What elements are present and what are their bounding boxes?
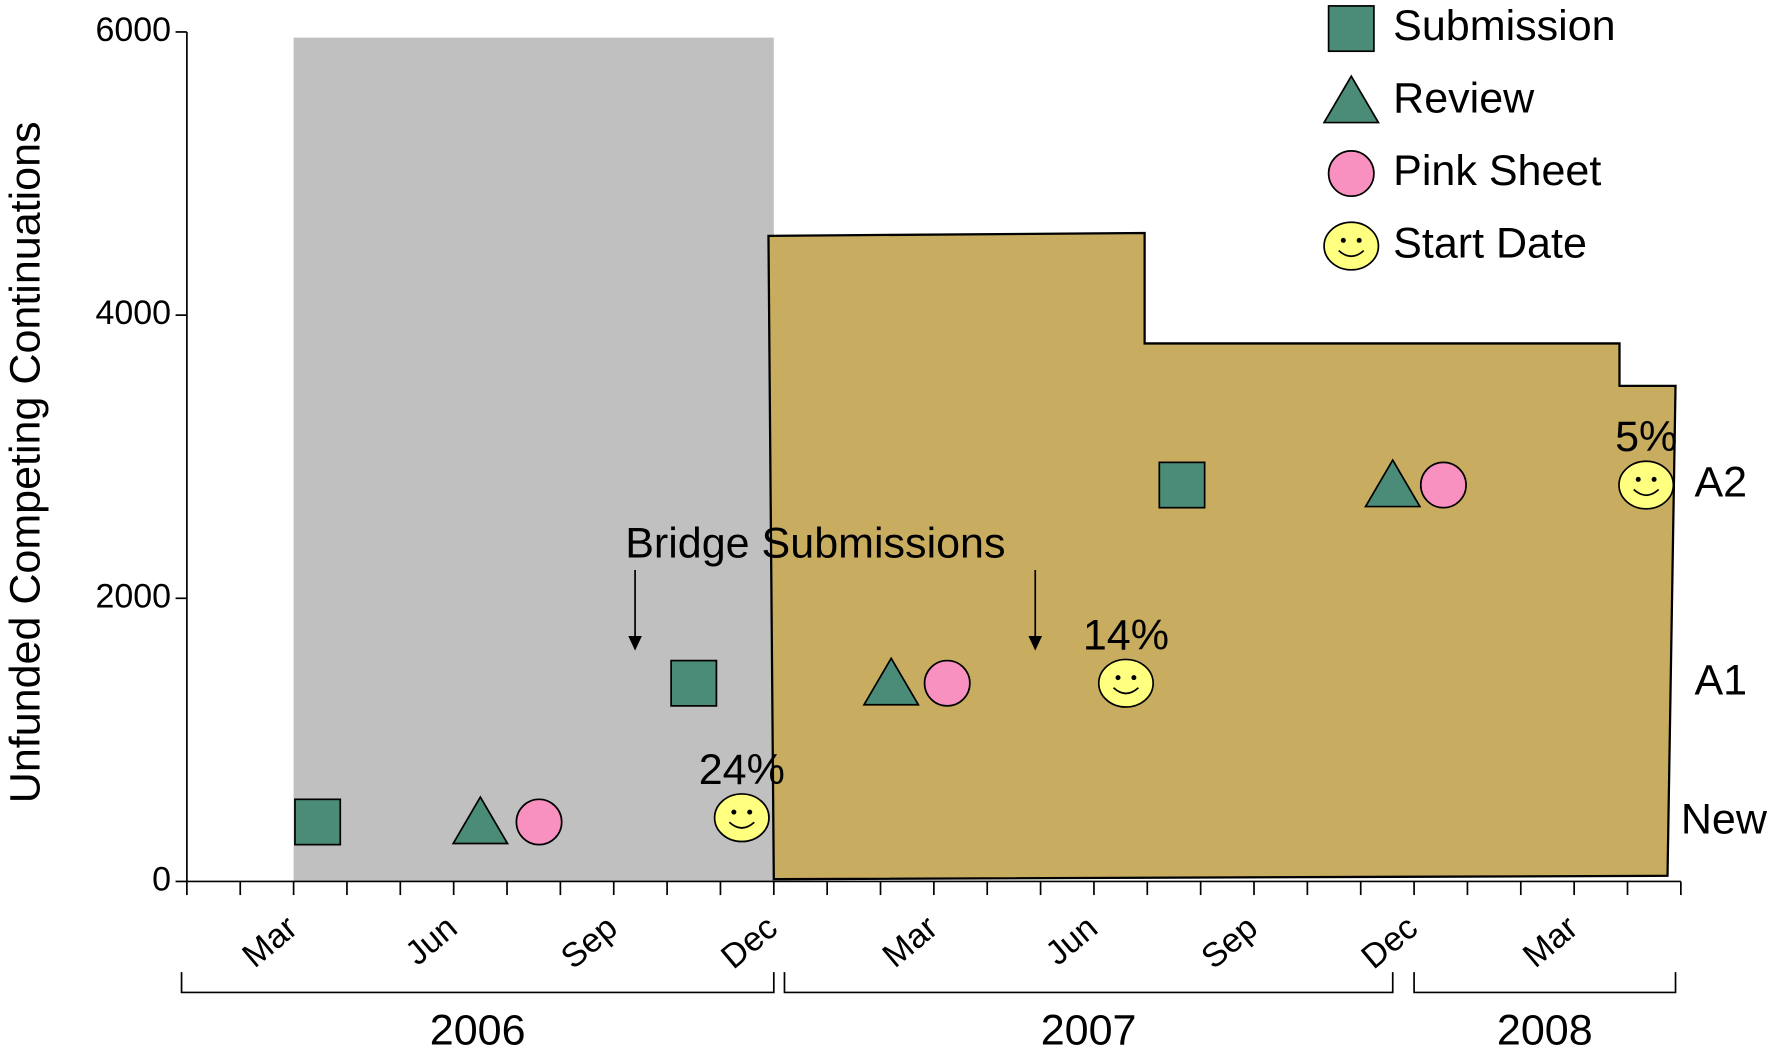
smiley-eye [1340,237,1346,243]
smiley-mouth [1633,488,1660,497]
smiley-eye [747,809,753,815]
x-tick-label: Sep [1194,908,1265,976]
marker-circle [1327,150,1375,198]
legend-label: Start Date [1393,219,1587,267]
marker-smiley [1097,658,1154,708]
marker-triangle [1364,458,1422,508]
marker-square [1327,5,1375,53]
smiley-face [1618,460,1675,510]
x-tick-label: Mar [235,908,304,975]
legend-label: Review [1393,74,1535,122]
marker-triangle [451,795,510,845]
smiley-face [1323,221,1380,271]
y-tick-label: 0 [152,860,171,898]
y-tick-label: 4000 [95,294,171,332]
marker-triangle [862,656,920,706]
arrow-head [628,635,642,651]
y-tick-label: 6000 [95,11,171,49]
y-axis-label: Unfunded Competing Continuations [2,121,50,803]
legend-label: Submission [1393,2,1615,50]
smiley-face [713,793,770,843]
x-tick-label: Dec [714,908,785,976]
row-label: A2 [1694,458,1747,506]
legend-label: Pink Sheet [1393,147,1601,195]
year-label: 2008 [1497,1007,1593,1055]
annotation: Bridge Submissions [625,520,1005,568]
smiley-mouth [1338,249,1365,258]
x-tick-label: Dec [1354,908,1425,976]
smiley-mouth [728,821,755,829]
marker-smiley [1323,221,1380,271]
marker-square [670,659,718,707]
smiley-eye [1356,237,1362,243]
year-bracket [783,972,1394,994]
marker-circle [515,798,563,846]
point-label: 14% [1083,611,1169,659]
row-label: A1 [1694,657,1747,705]
smiley-mouth [1112,687,1139,695]
smiley-eye [1635,476,1641,482]
marker-triangle [1322,74,1380,124]
point-label: 5% [1615,413,1677,461]
smiley-eye [731,809,737,815]
x-tick-label: Mar [1516,908,1585,975]
row-label: New [1681,795,1768,843]
smiley-face [1097,658,1154,708]
marker-circle [923,659,971,707]
smiley-eye [1115,675,1121,681]
x-tick-label: Sep [554,908,625,976]
marker-square [294,798,342,846]
smiley-eye [1131,675,1137,681]
marker-smiley [713,793,770,843]
x-tick-label: Jun [1038,908,1104,972]
x-tick-label: Jun [398,908,464,972]
x-tick-label: Mar [876,908,945,975]
marker-smiley [1618,460,1675,510]
arrow-head [1028,635,1043,651]
year-label: 2006 [430,1007,526,1055]
year-bracket [180,972,775,994]
marker-circle [1419,461,1467,509]
marker-square [1158,461,1206,509]
smiley-eye [1651,476,1657,482]
shaded-region [293,37,774,882]
year-label: 2007 [1041,1007,1137,1055]
area [767,231,1677,881]
point-label: 24% [699,746,785,794]
year-bracket [1413,972,1677,994]
y-tick-label: 2000 [95,577,171,615]
